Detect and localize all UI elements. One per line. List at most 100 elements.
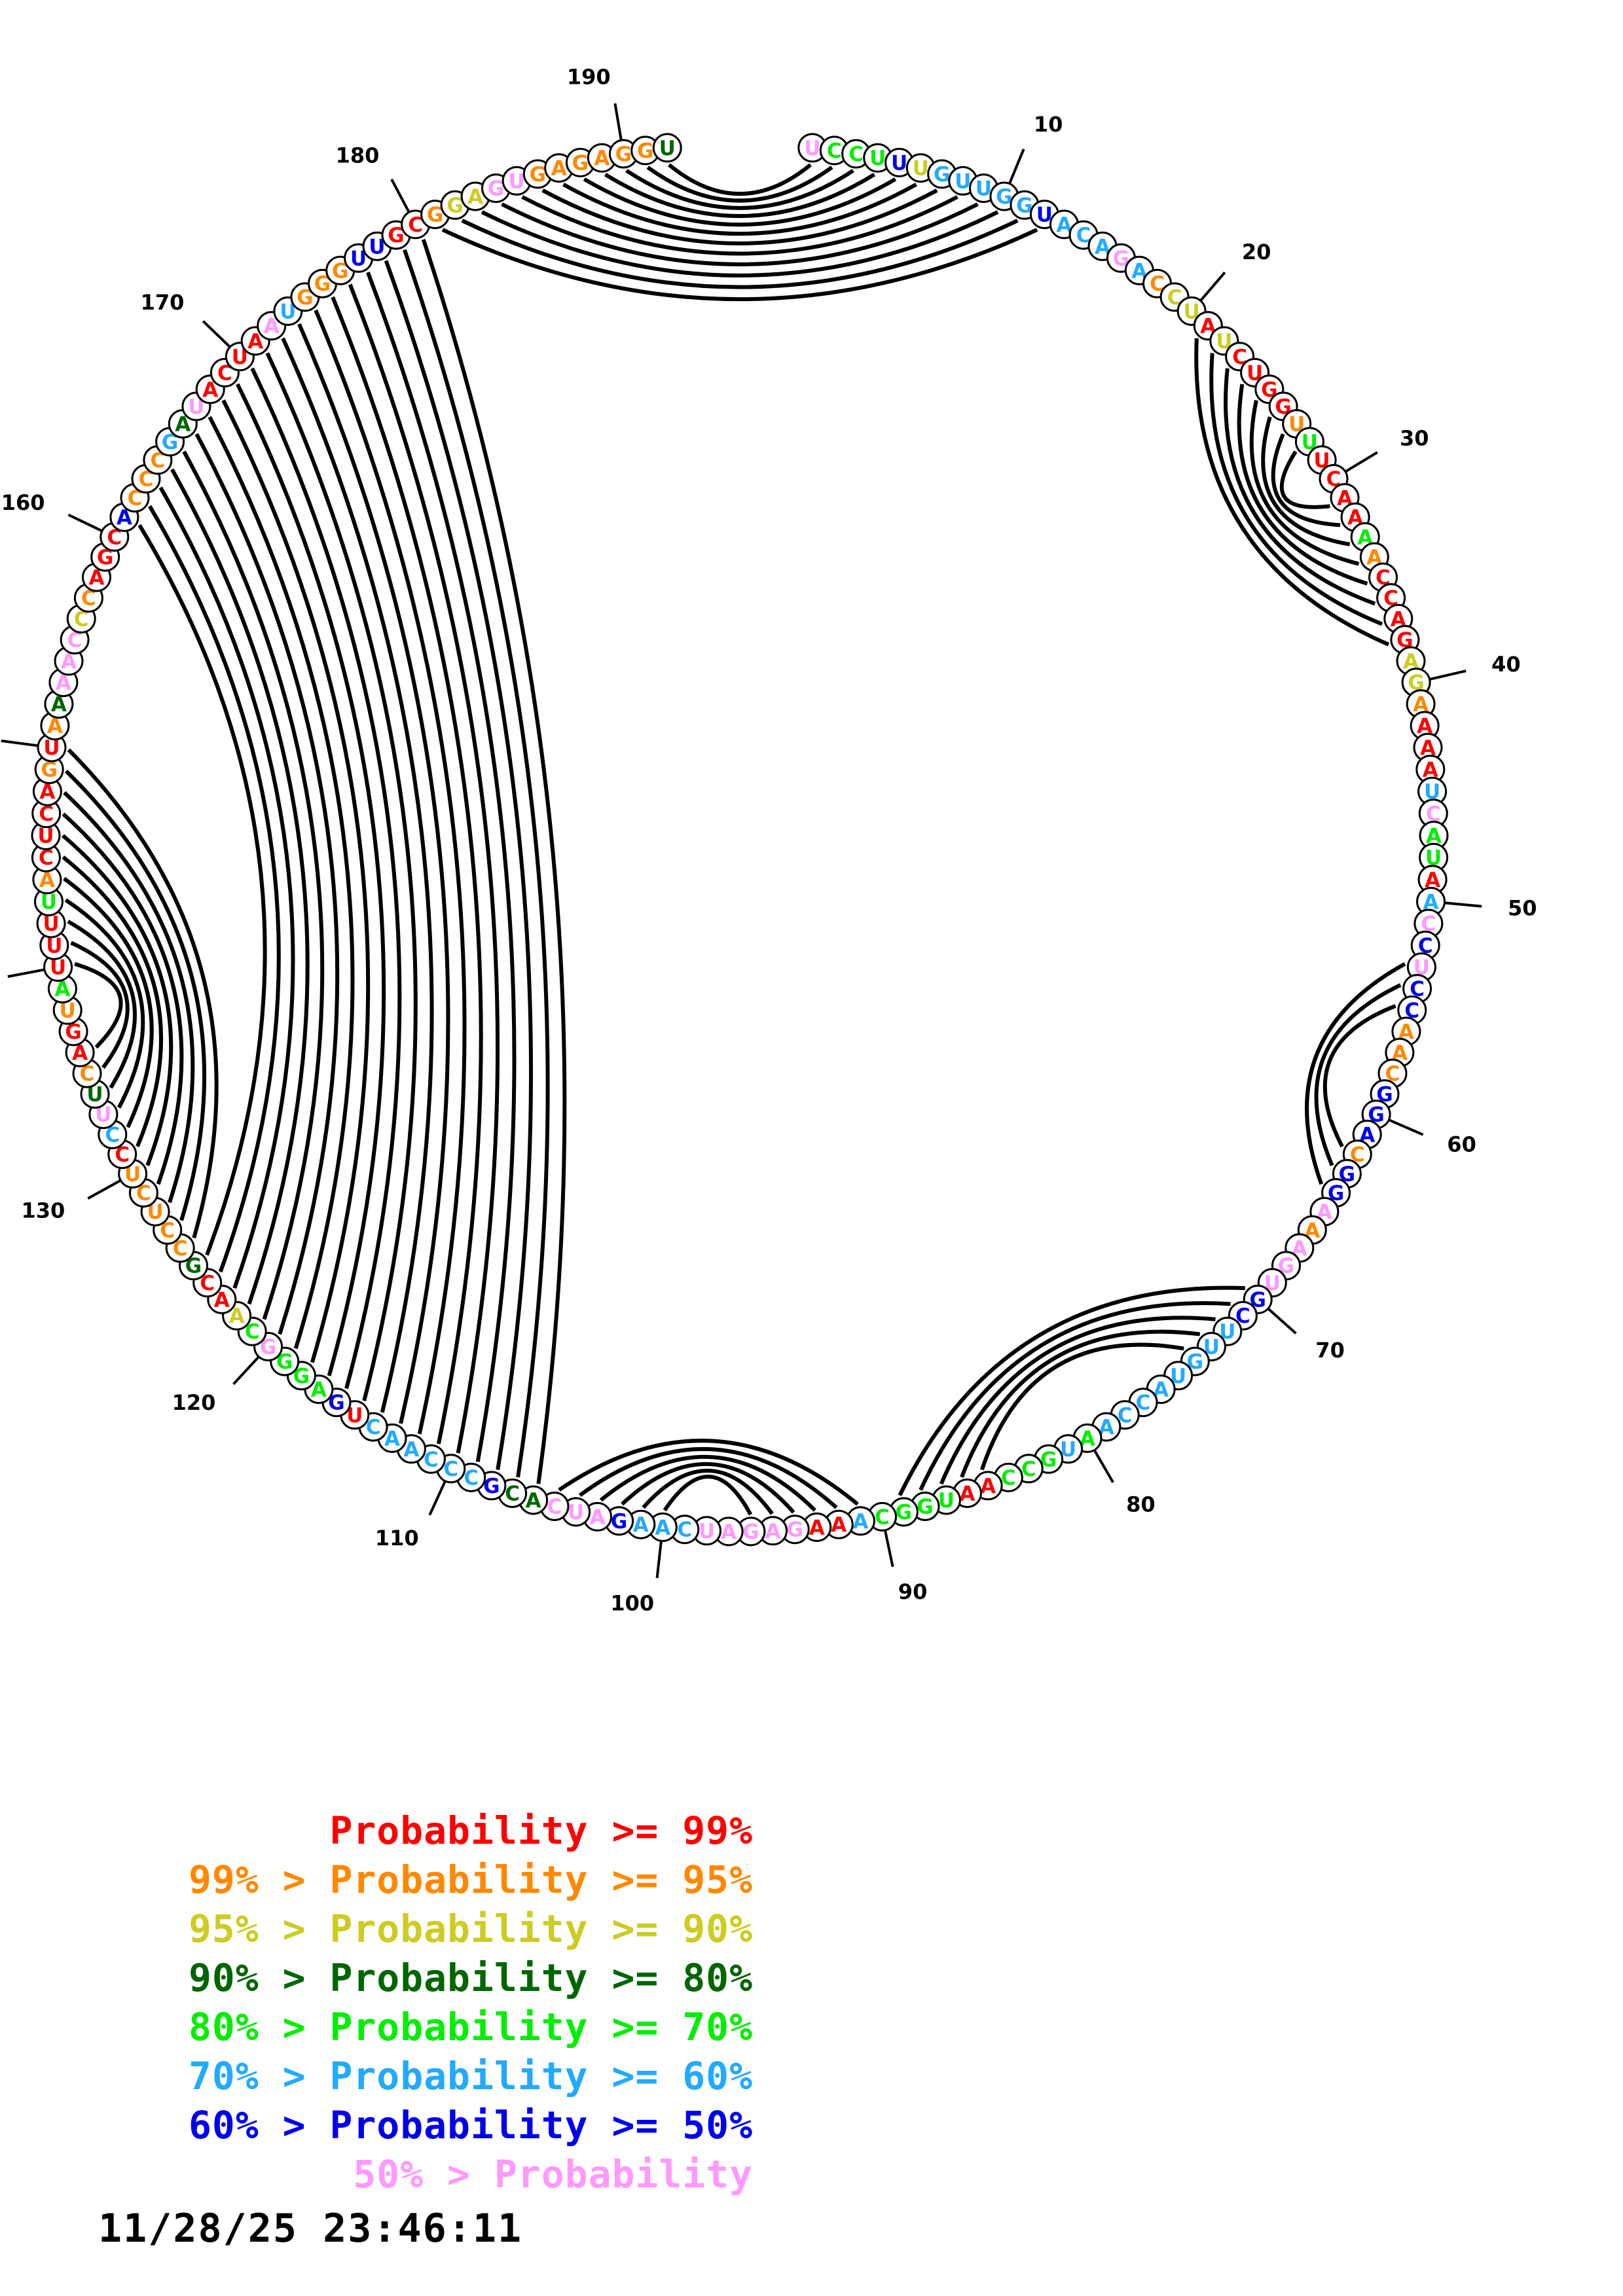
nucleotide-letter: A (809, 1516, 825, 1539)
nucleotide-173[interactable]: U (273, 296, 303, 326)
nucleotide-150[interactable]: U (37, 732, 67, 762)
basepair-arc (137, 524, 267, 1256)
position-tick-line (1445, 901, 1482, 908)
nucleotide-190[interactable]: G (608, 139, 638, 169)
nucleotide-letter: U (913, 157, 929, 181)
nucleotide-188[interactable]: G (565, 147, 595, 177)
basepair-arc (148, 505, 281, 1273)
timestamp-label: 11/28/25 23:46:11 (98, 2206, 523, 2251)
nucleotide-187[interactable]: A (544, 153, 574, 183)
basepair-arc (62, 855, 164, 1147)
nucleotide-98[interactable]: U (692, 1516, 721, 1546)
nucleotide-186[interactable]: G (522, 159, 553, 189)
nucleotide-1[interactable]: U (797, 133, 828, 163)
nucleotide-letter: C (464, 1466, 479, 1490)
position-tick-line (1267, 1308, 1297, 1335)
legend-row-7: 60% > Probability >= 50% (188, 2103, 753, 2147)
nucleotide-189[interactable]: A (587, 143, 617, 173)
nucleotide-letter: C (173, 1237, 188, 1261)
nucleotide-3[interactable]: C (841, 139, 871, 169)
legend-row-3: 95% > Probability >= 90% (188, 1907, 753, 1951)
nucleotide-letter: C (424, 1448, 439, 1471)
nucleotide-75[interactable]: U (1163, 1361, 1194, 1391)
nucleotide-162[interactable]: C (120, 483, 150, 513)
basepair-arc (64, 769, 207, 1221)
nucleotide-letter: G (572, 151, 589, 175)
nucleotide-letter: C (1421, 912, 1436, 936)
nucleotide-147[interactable]: C (31, 798, 62, 829)
nucleotide-143[interactable]: U (34, 887, 64, 916)
nucleotide-letter: G (483, 1475, 500, 1498)
nucleotide-155[interactable]: C (60, 624, 90, 655)
nucleotide-92[interactable]: A (824, 1509, 854, 1539)
basepair-arc (642, 1468, 774, 1515)
basepair-arc (221, 399, 371, 1363)
nucleotide-letter: U (509, 170, 525, 193)
nucleotide-letter: A (551, 157, 567, 181)
nucleotide-99[interactable]: C (670, 1515, 700, 1545)
nucleotide-letter: G (786, 1518, 803, 1542)
basepair-arc (667, 163, 812, 196)
nucleotide-letter: U (976, 177, 992, 201)
nucleotide-50[interactable]: A (1416, 887, 1446, 916)
basepair-arc (646, 166, 833, 203)
position-tick-label: 170 (141, 290, 185, 315)
nucleotide-71[interactable]: C (1228, 1300, 1258, 1331)
position-tick-line (613, 103, 623, 140)
nucleotide-layer: U C C U U U G U U G G U A C A GACCUAUCUGGUUUCAAAACCAGAG… (31, 133, 1449, 1547)
basepair-arc (663, 1475, 753, 1516)
nucleotide-letter: U (41, 891, 57, 914)
nucleotide-letter: G (530, 163, 546, 187)
nucleotide-102[interactable]: G (604, 1506, 634, 1536)
nucleotide-144[interactable]: A (32, 865, 62, 895)
nucleotide-8[interactable]: U (948, 166, 978, 196)
nucleotide-106[interactable]: A (519, 1485, 549, 1515)
position-tick-line (390, 178, 410, 213)
legend-row-2: 99% > Probability >= 95% (188, 1857, 753, 1902)
nucleotide-93[interactable]: A (802, 1512, 832, 1542)
nucleotide-101[interactable]: A (626, 1509, 656, 1539)
nucleotide-172[interactable]: A (257, 311, 287, 341)
nucleotide-51[interactable]: C (1413, 908, 1444, 939)
basepair-arc (1322, 1004, 1396, 1148)
nucleotide-letter: G (41, 759, 57, 782)
basepair-arc (960, 1329, 1201, 1478)
basepair-arc (63, 876, 154, 1128)
basepair-arc (501, 202, 979, 266)
nucleotide-letter: G (896, 1501, 912, 1524)
position-tick-line (232, 1356, 260, 1386)
nucleotide-146[interactable]: U (31, 821, 61, 850)
basepair-arc (1194, 338, 1390, 647)
nucleotide-91[interactable]: A (845, 1506, 875, 1536)
nucleotide-191[interactable]: G (630, 135, 661, 166)
nucleotide-letter: C (136, 1182, 151, 1206)
nucleotide-letter: A (633, 1513, 649, 1537)
nucleotide-letter: A (655, 1516, 670, 1539)
position-tick-line (202, 320, 230, 348)
nucleotide-letter: G (996, 185, 1012, 209)
nucleotide-100[interactable]: A (647, 1512, 678, 1542)
nucleotide-letter: C (827, 139, 842, 163)
nucleotide-letter: C (1076, 224, 1091, 247)
position-tick-line (428, 1480, 447, 1516)
position-tick-label: 30 (1400, 425, 1429, 450)
position-tick-label: 40 (1491, 652, 1521, 677)
basepair-arc (599, 1454, 816, 1512)
nucleotide-90[interactable]: C (867, 1501, 897, 1532)
nucleotide-149[interactable]: G (34, 755, 64, 785)
nucleotide-145[interactable]: C (31, 842, 61, 872)
nucleotide-letter: C (107, 526, 122, 549)
nucleotide-letter: U (43, 912, 60, 936)
nucleotide-letter: C (1418, 934, 1433, 958)
position-tick-label: 70 (1315, 1338, 1345, 1363)
nucleotide-letter: A (765, 1520, 781, 1543)
basepair-arc (265, 352, 418, 1401)
basepair-arc (62, 812, 184, 1185)
nucleotide-148[interactable]: A (32, 776, 62, 806)
nucleotide-192[interactable]: U (652, 133, 682, 163)
nucleotide-letter: A (39, 869, 55, 892)
nucleotide-141[interactable]: U (39, 930, 69, 960)
nucleotide-letter: C (67, 628, 82, 652)
basepair-arc (625, 169, 854, 210)
nucleotide-letter: C (80, 1062, 95, 1086)
